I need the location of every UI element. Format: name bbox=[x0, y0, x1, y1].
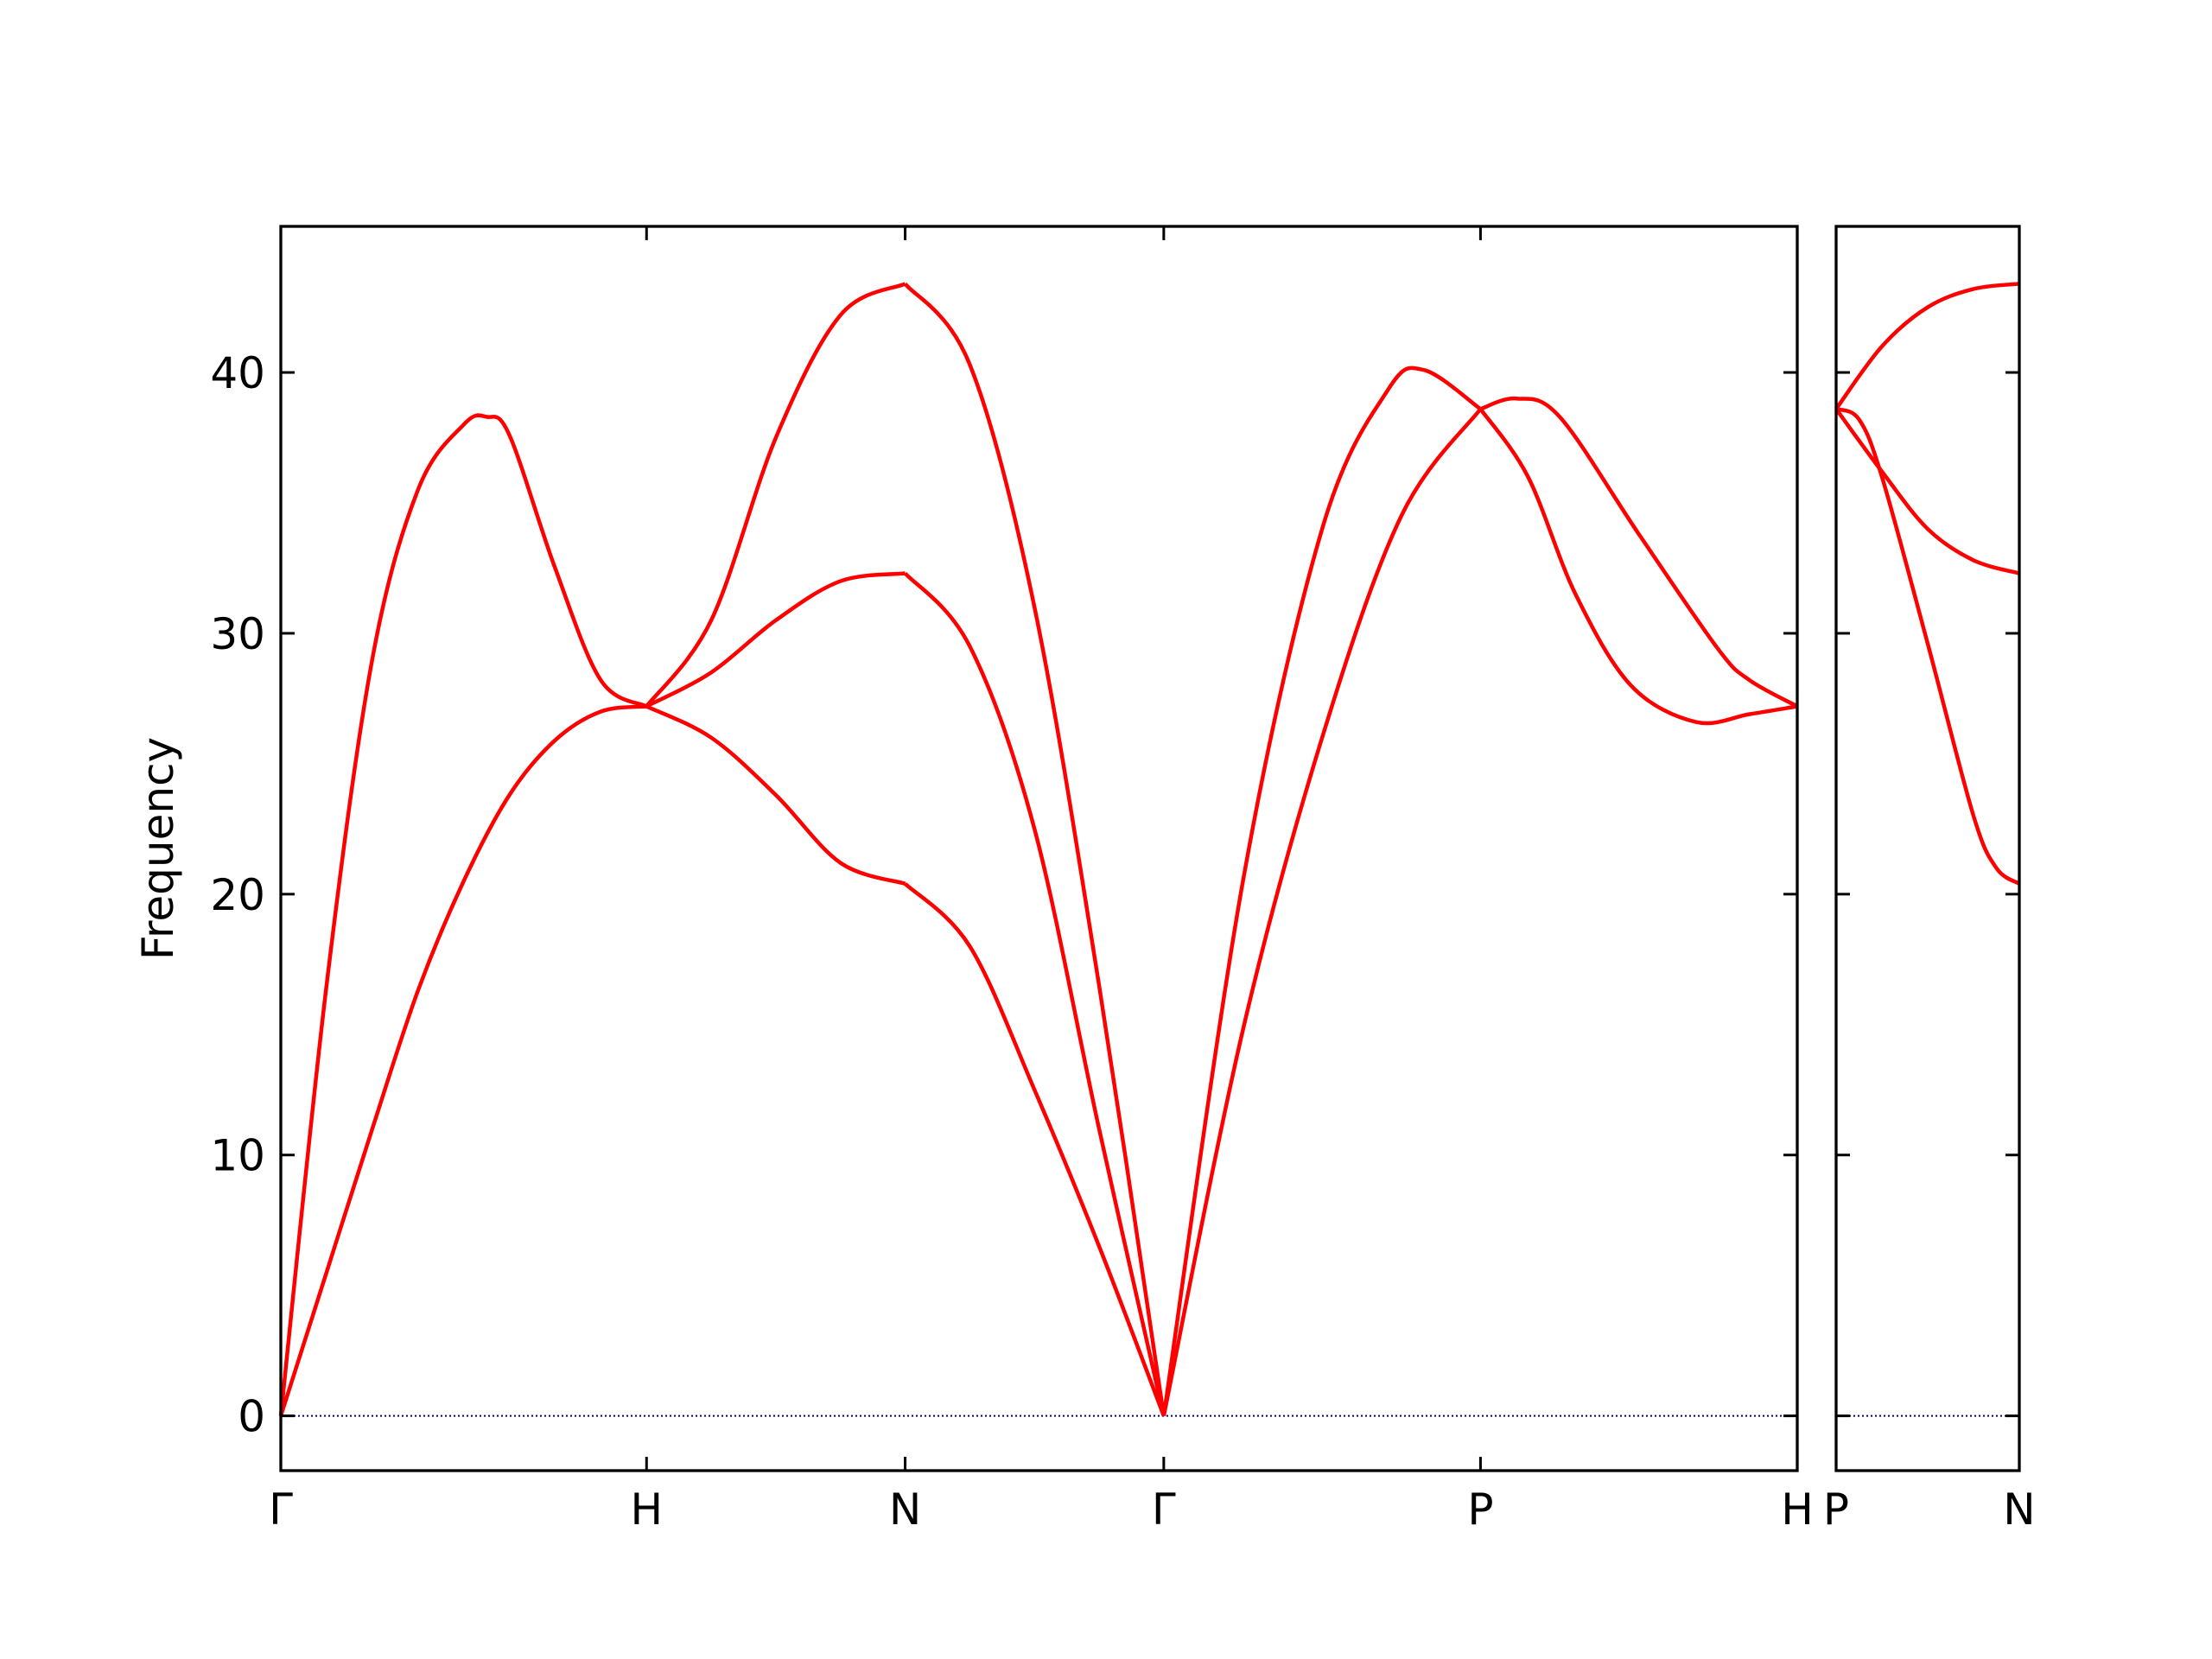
band-line bbox=[1479, 396, 1799, 709]
y-tick-label: 0 bbox=[238, 1392, 265, 1442]
band-line bbox=[645, 282, 906, 708]
band-line bbox=[903, 282, 1166, 1416]
x-tick-label: Γ bbox=[1152, 1484, 1176, 1535]
band-line bbox=[1478, 408, 1798, 726]
x-tick-label: H bbox=[630, 1484, 663, 1535]
y-tick-label: 30 bbox=[210, 609, 265, 659]
x-tick-label: P bbox=[1823, 1484, 1849, 1535]
band-line bbox=[278, 413, 648, 1416]
x-tick-label: P bbox=[1467, 1484, 1493, 1535]
y-tick-label: 10 bbox=[210, 1131, 265, 1181]
band-line bbox=[1835, 407, 2021, 886]
x-tick-label: Γ bbox=[269, 1484, 293, 1535]
y-axis-label: Frequency bbox=[133, 737, 183, 960]
band-line bbox=[645, 571, 906, 709]
x-tick-label: H bbox=[1781, 1484, 1814, 1535]
x-tick-label: N bbox=[889, 1484, 921, 1535]
y-tick-label: 20 bbox=[210, 870, 265, 920]
x-tick-label: N bbox=[2003, 1484, 2035, 1535]
band-line bbox=[1834, 282, 2020, 410]
band-line bbox=[1161, 365, 1482, 1416]
y-tick-label: 40 bbox=[210, 348, 265, 398]
plot-frame bbox=[279, 225, 1799, 1472]
band-line bbox=[903, 882, 1166, 1417]
band-line bbox=[645, 704, 906, 886]
band-line bbox=[903, 571, 1166, 1417]
band-line bbox=[278, 704, 647, 1417]
plot-frame bbox=[1834, 225, 2021, 1472]
band-line bbox=[1834, 407, 2020, 575]
band-line bbox=[1161, 407, 1483, 1417]
